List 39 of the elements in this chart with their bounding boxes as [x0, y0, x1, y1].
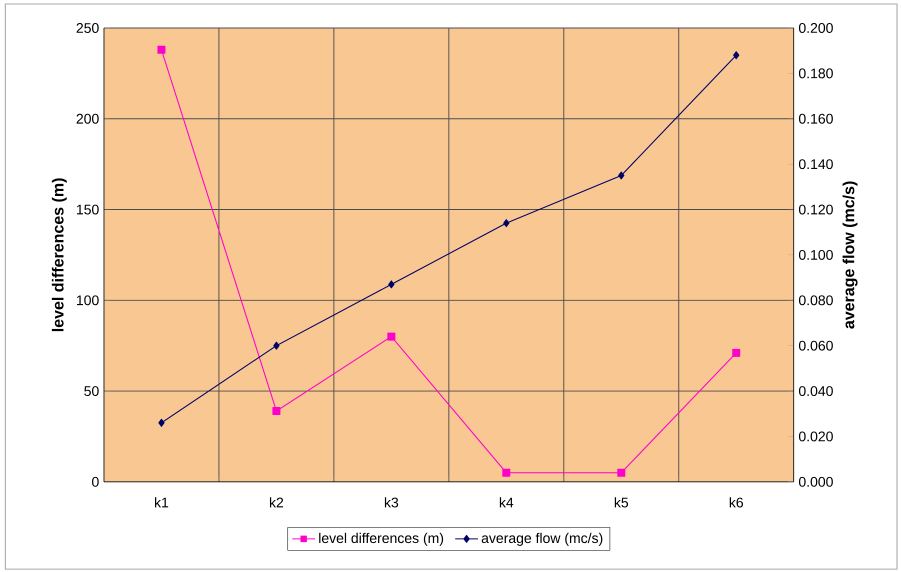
x-tick-label: k3: [384, 497, 398, 508]
point: [503, 219, 510, 228]
y2-tick-label: 0.120: [798, 204, 833, 215]
point: [387, 332, 396, 341]
y-tick-label: 0: [92, 476, 99, 487]
point: [732, 349, 740, 358]
y2-tick-label: 0.060: [798, 340, 833, 351]
y2-tick-label: 0.040: [798, 386, 833, 396]
point: [733, 51, 740, 60]
point: [158, 418, 165, 427]
y2-axis-title: average flow (mc/s): [842, 182, 858, 329]
y2-tick-label: 0.020: [798, 432, 833, 442]
y-tick-label: 50: [84, 386, 99, 396]
y-tick-label: 200: [76, 114, 99, 124]
x-tick-label: k2: [270, 497, 284, 508]
y2-tick-label: 0.100: [798, 250, 833, 260]
point: [273, 342, 280, 350]
y-tick-label: 100: [76, 295, 99, 306]
point: [272, 407, 280, 416]
legend-label: average flow (mc/s): [482, 532, 602, 546]
y2-tick-label: 0.180: [798, 68, 833, 78]
x-tick-label: k6: [730, 497, 743, 508]
point: [618, 172, 624, 180]
y-tick-label: 250: [76, 23, 99, 34]
point: [502, 468, 510, 477]
y-tick-label: 150: [76, 204, 99, 215]
x-tick-label: k4: [500, 497, 514, 508]
point: [157, 46, 166, 54]
y2-tick-label: 0.000: [798, 476, 833, 487]
y2-tick-label: 0.080: [798, 295, 833, 306]
y2-tick-label: 0.140: [798, 159, 833, 170]
y2-tick-label: 0.200: [798, 23, 833, 34]
x-tick-label: k1: [155, 497, 168, 508]
x-tick-label: k5: [614, 497, 628, 508]
point: [617, 468, 626, 477]
point: [388, 280, 394, 289]
y-axis-title: level differences (m): [52, 178, 67, 332]
legend-label: level differences (m): [319, 532, 444, 546]
y2-tick-label: 0.160: [798, 114, 833, 124]
